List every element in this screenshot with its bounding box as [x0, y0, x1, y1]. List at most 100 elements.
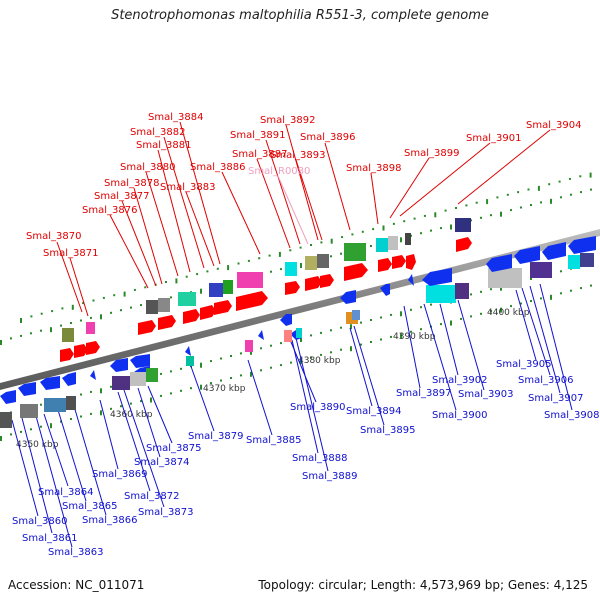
guide-dot	[160, 372, 162, 375]
guide-dot	[196, 273, 199, 276]
gene-label: Smal_3873	[138, 507, 193, 518]
guide-dot	[300, 337, 302, 342]
gene-label: Smal_3882	[130, 127, 185, 138]
gene-label: Smal_3870	[26, 231, 81, 242]
guide-dot	[247, 259, 250, 262]
guide-dot	[330, 238, 333, 244]
guide-dot	[520, 206, 522, 209]
guide-dot	[537, 185, 540, 191]
guide-dot	[180, 389, 182, 392]
gene-box	[66, 396, 76, 410]
guide-dot	[465, 204, 468, 207]
gene-arrow	[86, 341, 100, 355]
gene-arrow	[183, 309, 200, 324]
guide-dot	[440, 323, 442, 326]
guide-dot	[130, 402, 132, 405]
guide-dot	[540, 297, 542, 300]
guide-dot	[550, 198, 552, 204]
guide-dot	[340, 252, 342, 255]
guide-dot	[500, 307, 502, 313]
gene-arrow	[62, 372, 76, 386]
guide-dot	[490, 310, 492, 313]
gene-arrow	[214, 300, 232, 315]
guide-dot	[144, 286, 147, 289]
guide-dot	[392, 222, 395, 225]
guide-dot	[100, 314, 102, 320]
guide-dot	[430, 303, 432, 306]
guide-dot	[423, 214, 426, 217]
gene-label: Smal_3889	[302, 471, 357, 482]
guide-dot	[310, 334, 312, 337]
guide-dot	[70, 322, 72, 324]
gene-box	[580, 253, 594, 267]
guide-dot	[206, 270, 209, 273]
gene-arrow	[305, 276, 322, 291]
guide-dot	[486, 199, 489, 205]
tick-label: 4390 kbp	[393, 332, 436, 342]
guide-dot	[517, 191, 520, 194]
gene-box	[0, 412, 12, 428]
gene-label: Smal_3885	[246, 435, 301, 446]
gene-label: Smal_3878	[104, 178, 159, 189]
guide-dot	[530, 300, 532, 302]
guide-dot	[490, 288, 492, 291]
gene-label: Smal_3901	[466, 133, 521, 144]
guide-dot	[51, 310, 54, 313]
guide-dot	[450, 320, 452, 326]
tick-label: 4370 kbp	[203, 384, 246, 394]
guide-dot	[360, 321, 362, 324]
guide-dot	[280, 268, 282, 271]
guide-dot	[260, 369, 262, 372]
guide-dot	[240, 374, 242, 377]
guide-dot	[320, 331, 322, 334]
guide-dot	[270, 366, 272, 369]
guide-dot	[360, 343, 362, 346]
guide-dot	[560, 270, 562, 273]
gene-arrow	[18, 382, 36, 396]
guide-dot	[410, 308, 412, 311]
gene-label: Smal_R0080	[248, 166, 310, 177]
gene-box	[223, 280, 233, 294]
gene-label: Smal_3879	[188, 431, 243, 442]
guide-dot	[475, 201, 478, 204]
guide-dot	[480, 312, 482, 315]
gene-label: Smal_3903	[458, 389, 513, 400]
guide-dot	[558, 180, 561, 183]
gene-label: Smal_3881	[136, 140, 191, 151]
guide-dot	[140, 304, 142, 307]
guide-dot	[490, 214, 492, 217]
gene-arrow	[74, 344, 88, 358]
guide-dot	[506, 193, 509, 196]
guide-dot	[510, 305, 512, 308]
guide-dot	[170, 296, 172, 299]
gene-box	[344, 243, 366, 261]
gene-arrow	[185, 346, 191, 356]
gene-box	[568, 255, 580, 269]
guide-dot	[579, 175, 582, 178]
gene-label: Smal_3883	[160, 182, 215, 193]
guide-dot	[444, 209, 447, 212]
guide-dot	[160, 394, 162, 397]
gene-box	[86, 322, 95, 334]
guide-dot	[120, 405, 122, 408]
gene-label: Smal_3886	[190, 162, 245, 173]
gene-box	[296, 328, 302, 338]
guide-dot	[320, 241, 323, 244]
guide-dot	[185, 275, 188, 278]
guide-dot	[50, 327, 52, 333]
guide-dot	[220, 357, 222, 360]
guide-dot	[200, 384, 202, 390]
top-strand-features	[60, 218, 594, 362]
guide-dot	[133, 288, 136, 291]
guide-dot	[113, 294, 116, 297]
guide-dot	[413, 217, 416, 220]
gene-label: Smal_3898	[346, 163, 401, 174]
guide-dot	[372, 228, 375, 231]
guide-dot	[380, 338, 382, 341]
guide-dot	[450, 224, 452, 230]
guide-dot	[200, 288, 202, 294]
guide-dot	[280, 364, 282, 367]
gene-arrow	[158, 315, 176, 330]
gene-label: Smal_3897	[396, 388, 451, 399]
guide-dot	[70, 418, 72, 420]
